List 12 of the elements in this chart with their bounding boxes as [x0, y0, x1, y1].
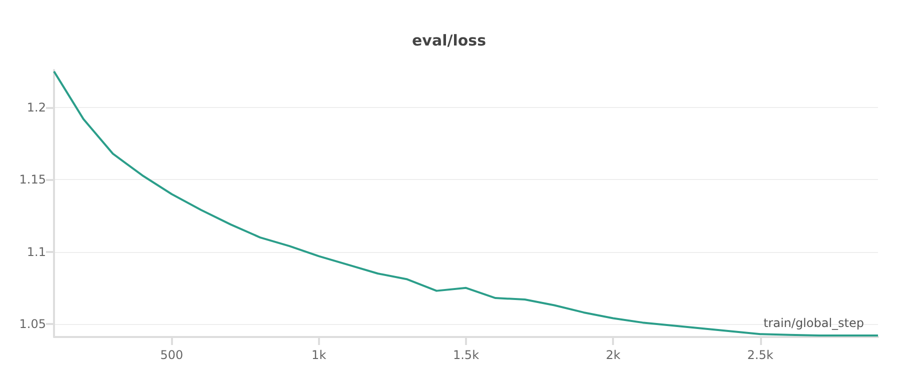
chart-title: eval/loss [412, 32, 486, 50]
line-series [53, 70, 879, 337]
y-tick-label: 1.05 [19, 317, 46, 332]
x-axis-title: train/global_step [763, 316, 864, 330]
x-tick-label: 500 [160, 348, 184, 362]
y-tick-label: 1.2 [26, 100, 46, 115]
y-tick-label: 1.1 [26, 244, 46, 259]
x-tick-label: 2.5k [747, 348, 774, 362]
x-tick-label: 1.5k [452, 348, 480, 362]
x-tick-label: 1k [312, 348, 326, 362]
x-tick-label: 2k [606, 348, 620, 362]
y-tick-label: 1.15 [19, 172, 46, 187]
